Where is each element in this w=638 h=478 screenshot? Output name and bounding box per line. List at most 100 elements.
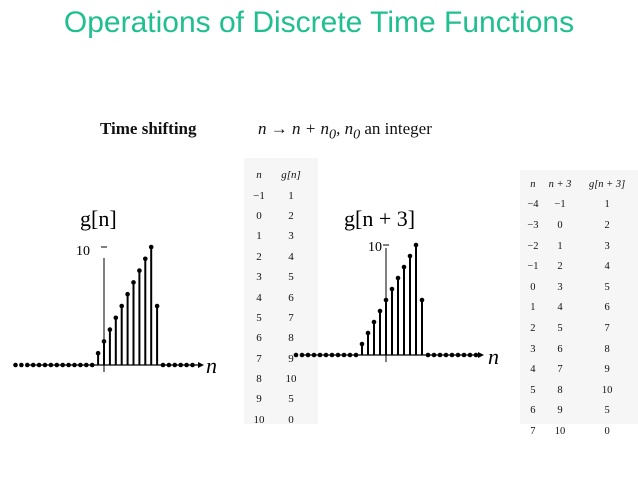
- table-row: −1 1: [248, 185, 312, 205]
- x-axis-arrow: [478, 352, 484, 358]
- stem-point: [148, 244, 154, 250]
- table-header-row: n g[n]: [248, 165, 312, 185]
- table-row: −4 −1 1: [524, 195, 636, 216]
- table-cell: −1: [527, 261, 539, 273]
- table-row: 8 10: [248, 369, 312, 389]
- stem-point: [311, 352, 317, 358]
- stem-point: [160, 362, 166, 368]
- table-row: 4 7 9: [524, 359, 636, 380]
- stem-point: [389, 286, 395, 292]
- stem-point: [178, 362, 183, 368]
- time-shifting-formula: n → n + n0, n0 an integer: [258, 119, 432, 143]
- stem-point: [60, 362, 65, 368]
- stem-point: [317, 352, 323, 358]
- table-cell: 2: [604, 219, 610, 231]
- table-cell: 8: [288, 332, 294, 345]
- stem-point: [401, 264, 407, 270]
- table-cell: 0: [604, 425, 610, 437]
- stem-point: [13, 362, 18, 368]
- stem-point: [72, 362, 77, 368]
- table-cell: 6: [530, 405, 536, 417]
- stem-point: [78, 362, 83, 368]
- table-row: −1 2 4: [524, 256, 636, 277]
- stem-point: [407, 253, 413, 259]
- table-cell: 5: [604, 281, 610, 293]
- stem-point: [443, 352, 449, 358]
- table-row: 1 4 6: [524, 298, 636, 319]
- table-row: 0 3 5: [524, 277, 636, 298]
- table1-background: [244, 158, 318, 424]
- plot-title: g[n + 3]: [344, 206, 415, 231]
- table-cell: 1: [530, 302, 536, 314]
- table-cell: 1: [604, 199, 610, 211]
- table-cell: 2: [288, 209, 294, 222]
- table-cell: 10: [253, 413, 265, 426]
- table-cell: 5: [530, 384, 536, 396]
- table-row: −3 0 2: [524, 215, 636, 236]
- table-row: 6 9 5: [524, 401, 636, 422]
- stem-point: [353, 352, 359, 358]
- stem-point: [42, 362, 48, 368]
- stem-point: [107, 327, 113, 332]
- table-cell: 5: [288, 271, 294, 284]
- time-shifting-label: Time shifting: [100, 119, 197, 138]
- stem-point: [377, 308, 383, 314]
- slide-title: Operations of Discrete Time Functions: [63, 6, 575, 39]
- stem-point: [101, 339, 107, 344]
- table-cell: 5: [557, 322, 563, 334]
- formula-sep: , n: [336, 119, 354, 138]
- stem-point: [329, 352, 335, 358]
- stem-point: [190, 362, 195, 368]
- table-cell: 9: [557, 405, 563, 417]
- stem-point: [455, 352, 461, 358]
- table-cell: 0: [288, 413, 294, 426]
- table-cell: 7: [288, 311, 294, 324]
- stem-point: [125, 291, 130, 297]
- stem-point: [66, 362, 71, 368]
- table-cell: 3: [530, 343, 536, 355]
- stem-point: [154, 303, 160, 309]
- table-cell: 2: [557, 261, 563, 273]
- table-header-cell: g[n + 3]: [588, 178, 626, 190]
- stem-point: [137, 268, 142, 273]
- table-header-cell: n: [256, 169, 262, 182]
- table-cell: 7: [557, 364, 563, 376]
- table-cell: 0: [256, 209, 262, 222]
- stem-point: [166, 362, 172, 368]
- stem-point: [419, 297, 425, 303]
- y-tick-label: 10: [368, 240, 382, 255]
- table-cell: 10: [554, 425, 566, 437]
- stem-point: [89, 362, 95, 368]
- table-cell: 10: [601, 384, 613, 396]
- stem-point: [48, 362, 54, 368]
- stem-point: [383, 297, 389, 303]
- stem-point: [365, 330, 371, 336]
- formula-main: n → n + n: [258, 119, 329, 138]
- formula-sub: 0: [328, 126, 337, 143]
- stem-point: [25, 362, 30, 368]
- table-cell: 5: [604, 405, 610, 417]
- table-cell: 6: [288, 291, 294, 304]
- stem-point: [84, 362, 89, 368]
- table-cell: 2: [530, 322, 536, 334]
- stem-point: [305, 352, 311, 358]
- table-cell: 3: [557, 281, 563, 293]
- table-cell: 7: [604, 322, 610, 334]
- table-cell: 7: [530, 425, 536, 437]
- stem-point: [299, 352, 305, 358]
- table-cell: 4: [530, 364, 536, 376]
- table-cell: 1: [288, 189, 294, 202]
- table-cell: 8: [604, 343, 610, 355]
- table-cell: 7: [256, 352, 262, 365]
- stem-point: [172, 362, 178, 368]
- stem-point: [293, 352, 299, 358]
- table-cell: 1: [557, 240, 563, 252]
- stem-point: [30, 362, 36, 368]
- table-row: 7 10 0: [524, 421, 636, 442]
- table-cell: 6: [557, 343, 563, 355]
- x-axis-arrow: [198, 362, 204, 368]
